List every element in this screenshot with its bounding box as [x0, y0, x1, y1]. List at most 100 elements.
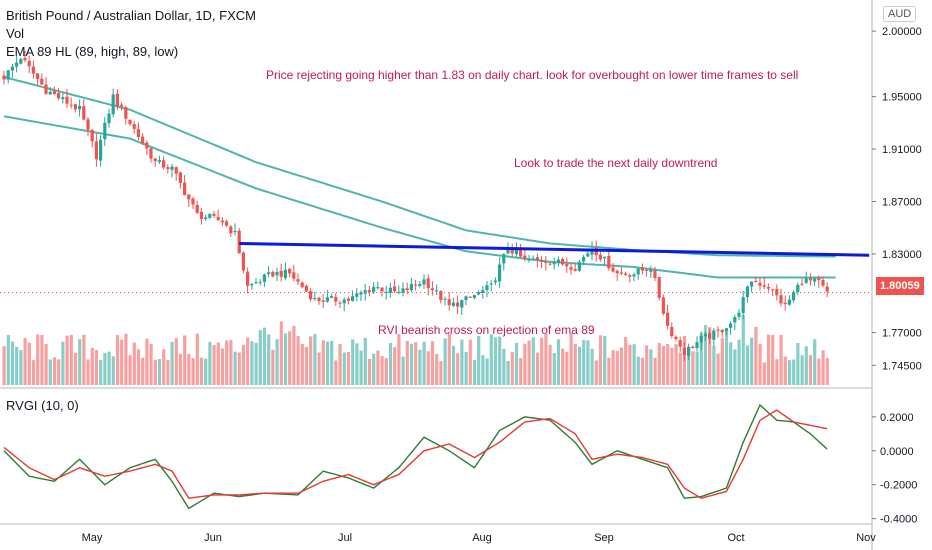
volume-bar [615, 350, 619, 385]
candle-body [141, 136, 145, 144]
volume-bar [712, 345, 716, 385]
candle-body [57, 92, 61, 99]
volume-bar [762, 362, 766, 385]
volume-bar [31, 360, 36, 385]
volume-bar [162, 349, 166, 385]
volume-bar [569, 333, 573, 385]
candle-body [456, 302, 460, 307]
volume-bar [624, 336, 628, 385]
candle-body [40, 78, 44, 85]
candle-body [670, 326, 674, 336]
volume-bar [111, 356, 115, 385]
candle-body [695, 342, 699, 349]
candle-body [792, 292, 796, 301]
candle-body [682, 347, 686, 356]
volume-bar [708, 327, 712, 385]
candle-body [363, 290, 367, 294]
trend-note: Look to trade the next daily downtrend [514, 156, 718, 170]
volume-bar [754, 326, 758, 385]
volume-bar [2, 346, 6, 385]
volume-bar [771, 335, 775, 385]
candle-body [439, 291, 443, 301]
candle-body [258, 281, 262, 283]
volume-bar [397, 333, 401, 385]
volume-bar [267, 334, 271, 385]
candle-body [157, 160, 161, 163]
rvgi-tick-label: 0.2000 [880, 412, 914, 424]
volume-bar [246, 337, 250, 385]
volume-bar [40, 335, 44, 385]
volume-bar [766, 334, 771, 385]
volume-bar [821, 350, 825, 385]
candle-body [418, 284, 422, 286]
candle-body [220, 220, 224, 223]
candle-body [464, 296, 468, 301]
volume-bar [330, 340, 334, 385]
volume-bar [48, 359, 52, 385]
volume-bar [94, 350, 99, 385]
candle-body [292, 272, 296, 279]
candle-body [380, 287, 384, 292]
volume-bar [69, 334, 73, 385]
volume-bar [477, 336, 481, 385]
currency-box[interactable]: AUD [883, 6, 917, 22]
volume-bar [443, 338, 447, 385]
candle-body [787, 299, 791, 305]
volume-bar [157, 359, 162, 385]
candle-body [170, 166, 174, 170]
candle-body [367, 290, 371, 292]
candle-body [103, 122, 107, 140]
volume-bar [552, 353, 556, 385]
candle-body [321, 300, 325, 302]
candle-body [716, 329, 720, 331]
candle-body [498, 264, 502, 282]
candle-body [313, 298, 317, 300]
volume-bar [309, 336, 313, 385]
volume-bar [741, 315, 745, 385]
candle-body [666, 312, 670, 326]
volume-bar [808, 355, 813, 385]
candle-body [153, 158, 157, 162]
candle-body [821, 279, 825, 286]
volume-bar [582, 340, 586, 385]
volume-bar [628, 344, 632, 385]
candle-body [409, 284, 413, 291]
candle-body [645, 270, 649, 272]
volume-bar [233, 351, 237, 385]
time-axis-label: Jun [204, 532, 222, 544]
volume-bar [636, 356, 640, 385]
candle-body [351, 296, 355, 301]
volume-bar [346, 351, 351, 385]
price-tick-label: 1.87000 [882, 197, 922, 209]
candle-body [342, 299, 346, 304]
volume-bar [535, 352, 540, 385]
volume-bar [376, 350, 380, 385]
volume-bar [90, 347, 94, 385]
volume-bar [703, 325, 708, 385]
volume-bar [124, 333, 128, 385]
volume-bar [254, 342, 258, 385]
volume-bar [342, 352, 346, 385]
volume-bar [313, 333, 317, 385]
candle-body [825, 286, 829, 292]
candle-body [61, 97, 65, 100]
candle-body [783, 302, 787, 305]
volume-bar [653, 357, 657, 385]
candle-body [124, 107, 128, 119]
volume-bar [611, 350, 615, 385]
candle-body [586, 253, 590, 257]
volume-bar [792, 359, 796, 385]
volume-bar [388, 342, 393, 385]
candle-body [19, 59, 23, 64]
volume-bar [275, 339, 279, 385]
volume-bar [670, 347, 674, 385]
time-axis-label: Aug [472, 532, 492, 544]
candle-body [657, 276, 661, 298]
volume-bar [561, 348, 565, 385]
volume-bar [657, 342, 661, 385]
time-axis-label: Sep [594, 532, 614, 544]
candle-body [376, 287, 380, 289]
candle-body [540, 260, 544, 263]
candle-body [330, 296, 334, 298]
